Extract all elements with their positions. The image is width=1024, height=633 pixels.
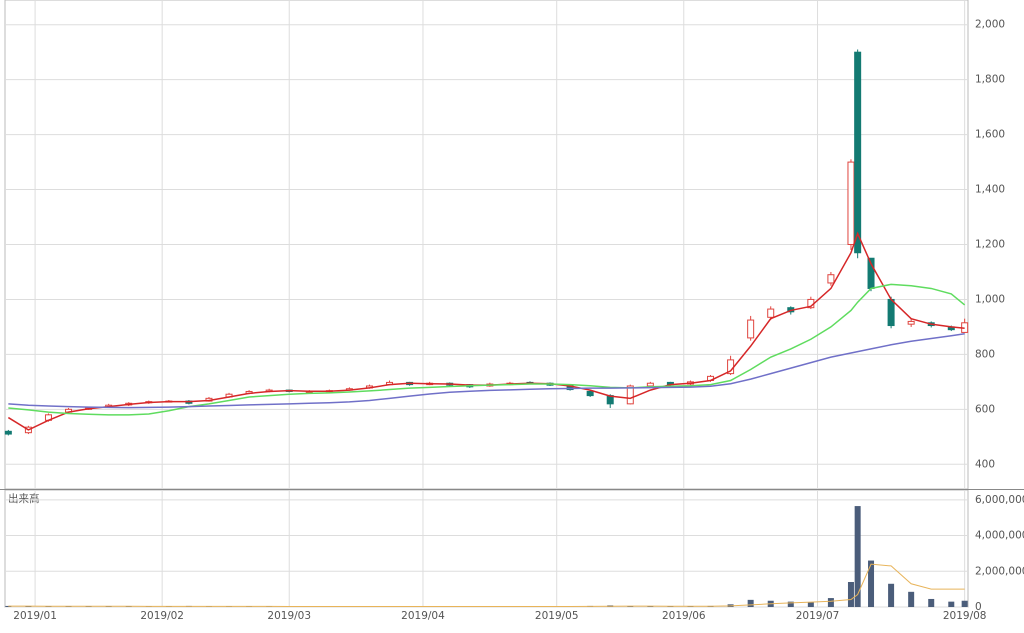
- y-tick-label: 4,000,000: [975, 530, 1024, 542]
- candle-body: [887, 298, 895, 327]
- y-tick-label: 2,000: [975, 19, 1005, 31]
- volume-panel: [4, 489, 969, 608]
- x-tick-label: 2019/06: [662, 610, 706, 622]
- x-tick-label: 2019/04: [401, 610, 445, 622]
- volume-bar: [25, 606, 32, 607]
- candle-body: [907, 320, 915, 325]
- y-tick-label: 600: [975, 403, 995, 415]
- volume-bar: [908, 591, 915, 607]
- candle-body: [747, 319, 755, 339]
- y-tick-label: 1,200: [975, 239, 1005, 251]
- y-tick-label: 6,000,000: [975, 494, 1024, 506]
- volume-bar: [65, 606, 72, 607]
- x-tick-label: 2019/05: [535, 610, 579, 622]
- volume-bar: [647, 606, 654, 607]
- candle-body: [847, 161, 855, 246]
- candle-body: [767, 308, 775, 318]
- line: [7, 231, 965, 431]
- candle-body: [626, 385, 634, 405]
- volume-bar: [827, 598, 834, 607]
- volume-bar: [854, 506, 861, 607]
- volume-bar: [948, 601, 955, 607]
- volume-bar: [868, 560, 875, 607]
- y-tick-label: 1,000: [975, 293, 1005, 305]
- line: [8, 283, 966, 416]
- volume-bar: [667, 606, 674, 607]
- y-tick-label: 0: [975, 601, 982, 613]
- candle-body: [4, 430, 12, 435]
- y-tick-label: 800: [975, 348, 995, 360]
- volume-bar: [961, 600, 968, 607]
- candle-body: [854, 51, 862, 254]
- volume-title: 出来高: [8, 492, 40, 505]
- x-tick-label: 2019/07: [796, 610, 840, 622]
- y-tick-label: 1,600: [975, 129, 1005, 141]
- y-tick-label: 2,000,000: [975, 565, 1024, 577]
- volume-bar: [787, 601, 794, 607]
- y-tick-label: 400: [975, 458, 995, 470]
- x-tick-label: 2019/08: [943, 610, 987, 622]
- volume-bar: [888, 583, 895, 607]
- x-tick-label: 2019/03: [267, 610, 311, 622]
- volume-bar: [807, 601, 814, 607]
- x-tick-label: 2019/01: [13, 610, 57, 622]
- line: [8, 333, 965, 409]
- line: [8, 563, 965, 608]
- candle-body: [646, 382, 654, 387]
- candle-body: [827, 274, 835, 284]
- volume-bar: [847, 581, 854, 607]
- y-tick-label: 1,800: [975, 74, 1005, 86]
- volume-bar: [747, 599, 754, 607]
- volume-bar: [928, 598, 935, 607]
- candle-body: [586, 390, 594, 397]
- x-tick-label: 2019/02: [140, 610, 184, 622]
- y-tick-label: 1,400: [975, 184, 1005, 196]
